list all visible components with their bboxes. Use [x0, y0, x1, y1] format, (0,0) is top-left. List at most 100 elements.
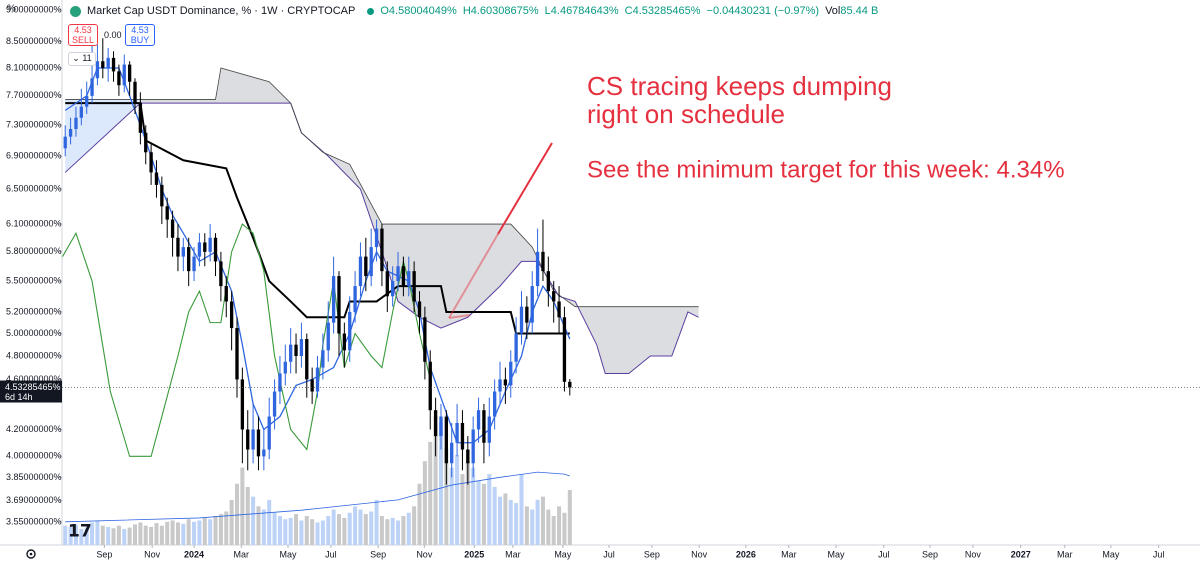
- candle-body: [219, 261, 223, 287]
- candle-body: [229, 301, 234, 329]
- candle-body: [460, 422, 465, 450]
- x-tick-label: Nov: [416, 549, 433, 559]
- candle-body: [294, 344, 298, 357]
- y-tick-label: 4.80000000%: [6, 350, 62, 360]
- ohlc-high: H4.60308675%: [462, 5, 539, 17]
- volume-bar: [530, 509, 535, 545]
- candle-body: [101, 61, 105, 68]
- status-dot: [367, 7, 375, 15]
- x-tick-label: Sep: [922, 549, 938, 559]
- x-tick-label: Jul: [325, 549, 337, 559]
- candle-body: [90, 78, 94, 96]
- volume-bar: [401, 515, 406, 545]
- candle-body: [224, 286, 228, 302]
- volume-bar: [100, 525, 105, 545]
- x-tick-label: 2027: [1011, 549, 1031, 559]
- volume-bar: [170, 520, 175, 545]
- candle-body: [106, 57, 110, 68]
- volume-bar: [336, 514, 341, 545]
- volume-bar: [149, 526, 154, 545]
- x-tick-label: Sep: [96, 549, 112, 559]
- volume-bar: [175, 522, 180, 545]
- candle-body: [562, 317, 567, 382]
- volume-bar: [562, 512, 567, 545]
- ohlc-open: O4.58004049%: [380, 5, 457, 17]
- annotation-arrow: [448, 233, 499, 319]
- candle-body: [187, 247, 191, 272]
- volume-bar: [396, 520, 401, 545]
- candle-body: [79, 106, 83, 118]
- candle-body: [246, 429, 250, 450]
- volume-bar: [213, 515, 218, 545]
- volume-bar: [508, 499, 513, 545]
- volume-bar: [567, 489, 572, 545]
- volume-bar: [385, 519, 390, 545]
- candle-body: [342, 333, 347, 351]
- volume-bar: [428, 441, 433, 545]
- candle-body: [181, 247, 185, 257]
- candle-body: [374, 228, 379, 248]
- y-tick-label: 5.80000000%: [6, 246, 62, 256]
- candle-body: [85, 95, 89, 107]
- volume-bar: [390, 517, 395, 545]
- volume-title: Vol: [825, 5, 841, 17]
- candle-body: [396, 266, 400, 282]
- buy-price: 4.53: [131, 25, 149, 35]
- candle-body: [455, 422, 459, 443]
- indicators-toggle[interactable]: ⌄ 11: [68, 52, 96, 66]
- candle-body: [492, 391, 497, 417]
- candle-body: [519, 306, 524, 334]
- candle-body: [471, 429, 475, 464]
- candle-body: [63, 136, 67, 149]
- sell-button[interactable]: 4.53 SELL: [68, 24, 98, 46]
- candle-body: [568, 381, 572, 388]
- x-tick-label: Jul: [878, 549, 890, 559]
- volume-bar: [138, 522, 143, 545]
- volume-bar: [116, 525, 121, 545]
- volume-bar: [487, 474, 492, 545]
- volume-bar: [277, 515, 282, 545]
- volume-bar: [192, 521, 197, 545]
- candle-body: [197, 242, 202, 257]
- y-tick-label: 5.50000000%: [6, 275, 62, 285]
- sell-price: 4.53: [74, 25, 92, 35]
- candle-body: [476, 410, 481, 430]
- x-tick-label: Nov: [144, 549, 161, 559]
- volume-bar: [412, 506, 417, 545]
- volume-bar: [294, 514, 299, 545]
- candle-body: [138, 103, 143, 133]
- cloud-lead-line: [65, 67, 699, 308]
- annotation-arrow: [448, 314, 471, 319]
- logo: 𝟭𝟳: [68, 521, 92, 540]
- volume-bar: [535, 499, 540, 545]
- volume-bar: [433, 416, 438, 545]
- volume-bar: [519, 474, 524, 545]
- candle-body: [165, 206, 169, 220]
- volume-bar: [326, 515, 331, 545]
- candle-body: [262, 449, 266, 457]
- candle-body: [289, 344, 293, 362]
- candle-body: [95, 61, 100, 79]
- volume-bar: [251, 496, 256, 545]
- candle-body: [278, 373, 282, 392]
- volume-bar: [438, 422, 443, 545]
- candle-body: [272, 391, 277, 417]
- candle-body: [417, 301, 422, 318]
- cloud-fill: [65, 99, 141, 173]
- candle-body: [331, 276, 336, 323]
- volume-bar: [503, 493, 508, 545]
- candle-body: [412, 271, 416, 302]
- x-tick-label: May: [1102, 549, 1120, 559]
- candle-body: [509, 361, 513, 386]
- volume-bar: [143, 525, 148, 545]
- candle-body: [541, 251, 545, 272]
- candle-body: [133, 81, 137, 104]
- candle-body: [391, 281, 395, 297]
- volume-bar: [406, 512, 411, 545]
- settings-icon[interactable]: [26, 549, 36, 559]
- legend-header: Market Cap USDT Dominance, % · 1W · CRYP…: [70, 3, 878, 19]
- buy-button[interactable]: 4.53 BUY: [125, 24, 155, 46]
- candle-body: [310, 379, 314, 392]
